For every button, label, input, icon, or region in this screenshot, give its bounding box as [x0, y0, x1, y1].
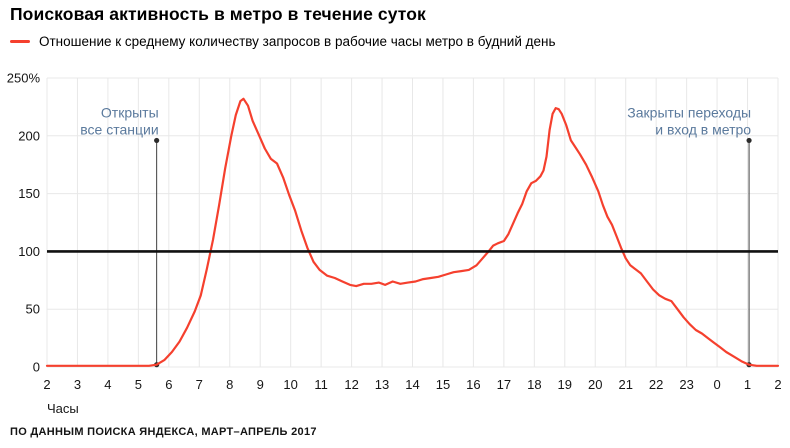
page-title: Поисковая активность в метро в течение с…	[10, 4, 426, 24]
x-tick-label: 4	[104, 377, 111, 392]
activity-line-chart: 2 3 4 5 6 7 8 9 10 11 12 13 14 15 16 17 18 19 20 21 22 23 0 1 20…	[7, 71, 782, 417]
x-tick-label: 12	[344, 377, 358, 392]
x-tick-label: 10	[283, 377, 297, 392]
x-tick-label: 17	[497, 377, 511, 392]
x-tick-label: 21	[618, 377, 632, 392]
x-tick-label: 8	[226, 377, 233, 392]
legend-line-icon	[10, 39, 30, 43]
x-tick-label: 1	[744, 377, 751, 392]
y-tick-label: 150	[18, 186, 40, 201]
x-tick-label: 22	[649, 377, 663, 392]
y-tick-label: 0	[33, 360, 40, 375]
x-tick-label: 11	[314, 377, 328, 392]
x-tick-label: 15	[436, 377, 450, 392]
y-tick-label: 200	[18, 128, 40, 143]
series-line	[45, 97, 780, 367]
data-source-note: ПО ДАННЫМ ПОИСКА ЯНДЕКСА, МАРТ–АПРЕЛЬ 20…	[10, 426, 317, 438]
x-tick-label: 2	[774, 377, 781, 392]
legend: Отношение к среднему количеству запросов…	[10, 33, 556, 49]
x-tick-label: 19	[558, 377, 572, 392]
y-tick-label: 250%	[7, 71, 41, 86]
legend-label: Отношение к среднему количеству запросов…	[39, 33, 556, 49]
x-tick-label: 9	[257, 377, 264, 392]
y-tick-label: 100	[18, 244, 40, 259]
x-tick-label: 20	[588, 377, 602, 392]
x-tick-label: 5	[135, 377, 142, 392]
annotation-dot	[746, 137, 752, 144]
x-tick-label: 3	[74, 377, 81, 392]
annotation-dot	[154, 137, 160, 144]
x-tick-label: 16	[466, 377, 480, 392]
x-tick-label: 23	[679, 377, 693, 392]
x-tick-label: 6	[165, 377, 172, 392]
annotation-label: и вход в метро	[655, 121, 751, 137]
x-tick-label: 0	[713, 377, 720, 392]
x-tick-label: 13	[375, 377, 389, 392]
annotation-label: все станции	[80, 121, 158, 137]
annotation-label: Открыты	[101, 104, 159, 120]
x-axis-title: Часы	[47, 401, 79, 416]
x-tick-label: 18	[527, 377, 541, 392]
x-tick-label: 7	[196, 377, 203, 392]
x-tick-label: 2	[43, 377, 50, 392]
y-tick-label: 50	[26, 302, 40, 317]
annotation-label: Закрыты переходы	[627, 104, 751, 120]
x-tick-label: 14	[405, 377, 419, 392]
